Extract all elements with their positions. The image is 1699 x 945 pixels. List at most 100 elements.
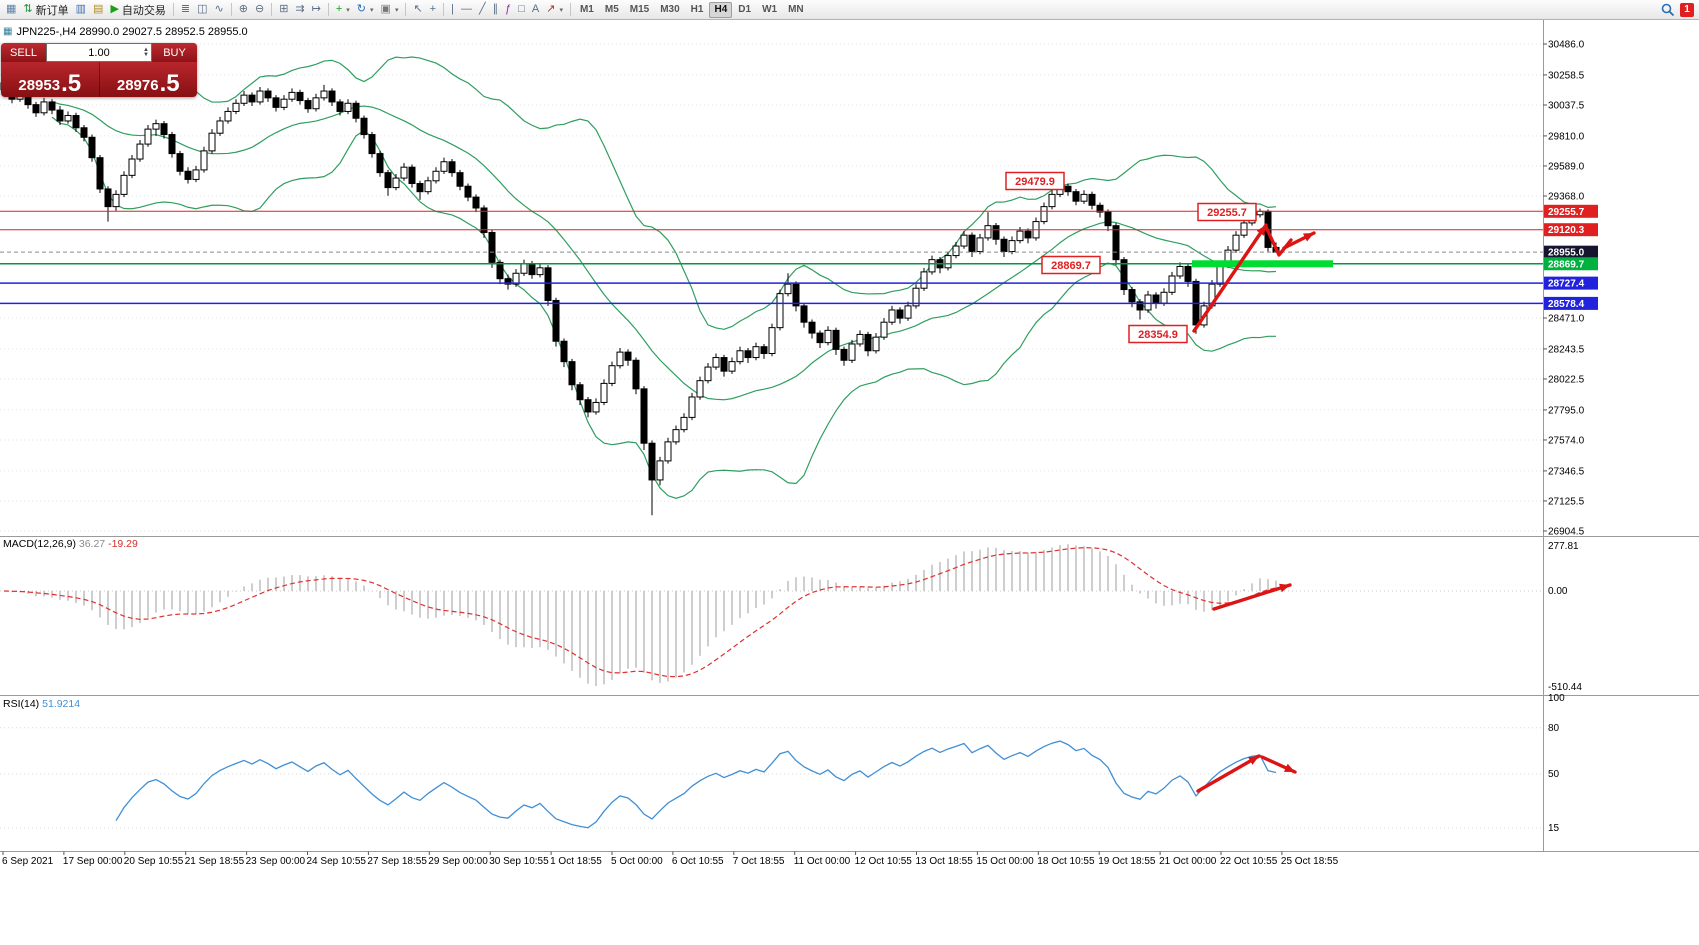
svg-text:29368.0: 29368.0 xyxy=(1548,192,1585,203)
market-watch-button[interactable]: ▥ xyxy=(73,2,89,18)
periods-button[interactable]: ↻ ▾ xyxy=(354,2,377,18)
periods-icon: ↻ xyxy=(356,3,367,15)
chevron-down-icon[interactable]: ▾ xyxy=(394,6,399,14)
bars-mode-button[interactable]: ≣ xyxy=(178,2,193,18)
candles-mode-icon: ◫ xyxy=(197,3,208,15)
svg-text:30037.5: 30037.5 xyxy=(1548,100,1585,111)
macd-signal-value: -19.29 xyxy=(108,538,138,550)
chart-shift-button[interactable]: ↦ xyxy=(309,2,324,18)
zoom-in-button[interactable]: ⊕ xyxy=(236,2,251,18)
svg-text:6 Sep 2021: 6 Sep 2021 xyxy=(2,856,54,867)
templates-button[interactable]: ▣ ▾ xyxy=(378,2,402,18)
buy-price-main: 28976 xyxy=(116,77,159,95)
timeframe-button-w1[interactable]: W1 xyxy=(762,4,778,15)
trend-arrows[interactable] xyxy=(1192,223,1316,793)
navigator-button[interactable]: ▤ xyxy=(90,2,106,18)
svg-text:0.00: 0.00 xyxy=(1548,586,1568,597)
fibonacci-icon: ƒ xyxy=(505,3,512,15)
sell-button[interactable]: SELL xyxy=(1,43,46,62)
shapes-button[interactable]: □ xyxy=(515,2,528,18)
navigator-icon: ▤ xyxy=(93,3,104,15)
new-order-icon: ⇅ xyxy=(23,3,33,15)
new-chart-button[interactable]: ▦ xyxy=(3,2,19,18)
cursor-button[interactable]: ↖ xyxy=(410,2,425,18)
price-axis[interactable]: 30486.0 30258.5 30037.5 29810.0 29589.0 29368… xyxy=(1543,40,1598,538)
fibonacci-button[interactable]: ƒ xyxy=(502,2,514,18)
time-axis[interactable]: 6 Sep 2021 17 Sep 00:00 20 Sep 10:55 21 Sep… xyxy=(2,851,1339,868)
buy-price-button[interactable]: 28976 .5 xyxy=(98,62,198,97)
spinner-down-icon[interactable]: ▼ xyxy=(143,51,149,58)
new-order-button[interactable]: ⇅ 新订单 xyxy=(20,2,71,18)
chevron-down-icon[interactable]: ▾ xyxy=(370,6,374,14)
timeframe-button-h4[interactable]: H4 xyxy=(709,1,733,18)
trendline-button[interactable]: ╱ xyxy=(476,2,489,18)
new-order-button-label: 新订单 xyxy=(35,4,69,17)
crosshair-icon: + xyxy=(429,3,437,15)
volume-value: 1.00 xyxy=(88,46,110,59)
svg-text:29810.0: 29810.0 xyxy=(1548,131,1585,142)
timeframe-button-m15[interactable]: M15 xyxy=(629,4,650,15)
timeframe-button-mn[interactable]: MN xyxy=(788,4,804,15)
timeframe-button-m5[interactable]: M5 xyxy=(604,4,619,15)
toolbar-separator xyxy=(271,3,273,16)
templates-icon: ▣ xyxy=(380,3,391,15)
indicators-button[interactable]: + ▾ xyxy=(333,2,353,18)
auto-trading-button[interactable]: ▶ 自动交易 xyxy=(107,2,168,18)
arrows-button[interactable]: ↗ ▾ xyxy=(543,2,566,18)
toolbar-separator xyxy=(569,3,571,16)
svg-text:20 Sep 10:55: 20 Sep 10:55 xyxy=(124,856,184,867)
volume-input[interactable]: 1.00 ▲ ▼ xyxy=(46,43,152,62)
price-annotations[interactable]: 29479.9 29255.7 28869.7 28354.9 xyxy=(1005,171,1257,344)
timeframe-button-m1[interactable]: M1 xyxy=(579,4,594,15)
one-click-trading-panel: SELL 1.00 ▲ ▼ BUY 28953 .5 28976 .5 xyxy=(1,43,197,97)
buy-button[interactable]: BUY xyxy=(152,43,197,62)
trade-panel-top-row: SELL 1.00 ▲ ▼ BUY xyxy=(1,43,197,62)
volume-spinner[interactable]: ▲ ▼ xyxy=(143,45,149,60)
spinner-up-icon[interactable]: ▲ xyxy=(143,46,149,53)
macd-main-value: 36.27 xyxy=(78,538,106,550)
chart-shift-icon: ↦ xyxy=(311,3,321,15)
tile-windows-icon: ⊞ xyxy=(279,3,289,15)
zoom-out-button[interactable]: ⊖ xyxy=(252,2,267,18)
svg-text:23 Sep 00:00: 23 Sep 00:00 xyxy=(246,856,306,867)
svg-text:28869.7: 28869.7 xyxy=(1051,260,1091,272)
svg-text:28022.5: 28022.5 xyxy=(1548,374,1585,385)
rsi-name: RSI(14) xyxy=(3,698,40,710)
chevron-down-icon[interactable]: ▾ xyxy=(346,6,350,14)
horizontal-line-button[interactable]: — xyxy=(458,2,475,18)
svg-text:28869.7: 28869.7 xyxy=(1548,259,1585,270)
bollinger-bands xyxy=(51,56,1277,500)
svg-text:277.81: 277.81 xyxy=(1548,541,1579,552)
timeframe-button-d1[interactable]: D1 xyxy=(738,4,752,15)
search-icon[interactable] xyxy=(1661,3,1675,17)
sell-price-button[interactable]: 28953 .5 xyxy=(1,62,99,97)
timeframe-button-h1[interactable]: H1 xyxy=(690,4,704,15)
horizontal-level-lines[interactable] xyxy=(0,210,1543,305)
svg-text:28243.5: 28243.5 xyxy=(1548,344,1585,355)
equidistant-channel-icon: ∥ xyxy=(492,3,499,15)
support-zone-rectangle[interactable] xyxy=(1192,260,1333,268)
tile-windows-button[interactable]: ⊞ xyxy=(276,2,291,18)
arrows-icon: ↗ xyxy=(546,3,556,15)
auto-scroll-button[interactable]: ⇉ xyxy=(292,2,307,18)
line-mode-button[interactable]: ∿ xyxy=(212,2,227,18)
svg-text:11 Oct 00:00: 11 Oct 00:00 xyxy=(794,856,851,867)
toolbar-separator xyxy=(443,3,445,16)
vertical-line-button[interactable]: | xyxy=(448,2,457,18)
cursor-icon: ↖ xyxy=(413,3,423,15)
svg-text:28955.0: 28955.0 xyxy=(1548,248,1585,259)
equidistant-channel-button[interactable]: ∥ xyxy=(490,2,502,18)
timeframe-button-m30[interactable]: M30 xyxy=(660,4,680,15)
auto-trading-icon: ▶ xyxy=(110,3,119,15)
chevron-down-icon[interactable]: ▾ xyxy=(559,6,563,14)
text-button[interactable]: A xyxy=(529,2,542,18)
svg-text:27125.5: 27125.5 xyxy=(1548,496,1585,507)
svg-text:29589.0: 29589.0 xyxy=(1548,161,1585,172)
svg-text:7 Oct 18:55: 7 Oct 18:55 xyxy=(733,856,785,867)
svg-text:13 Oct 18:55: 13 Oct 18:55 xyxy=(916,856,974,867)
candles-mode-button[interactable]: ◫ xyxy=(194,2,210,18)
svg-text:25 Oct 18:55: 25 Oct 18:55 xyxy=(1281,856,1339,867)
crosshair-button[interactable]: + xyxy=(427,2,439,18)
notification-badge[interactable]: 1 xyxy=(1680,2,1694,17)
